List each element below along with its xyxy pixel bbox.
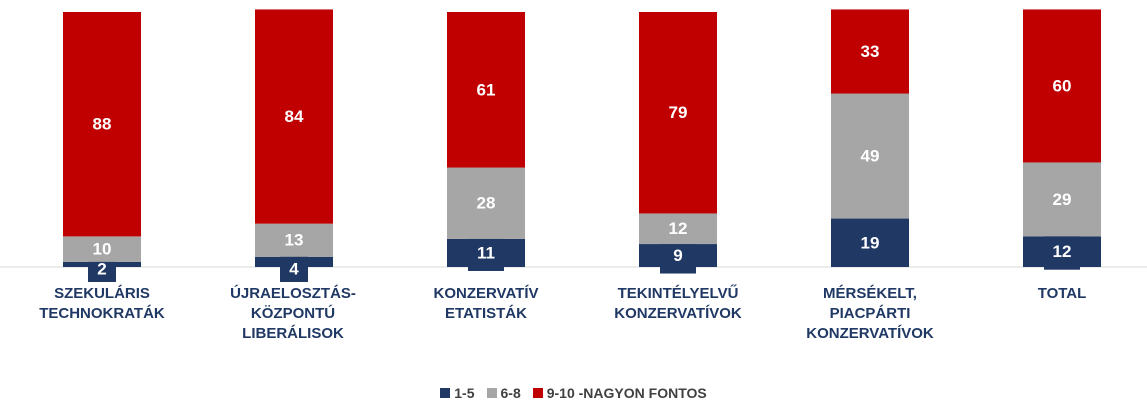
legend-item: 6-8	[486, 385, 521, 401]
value-label: 60	[1053, 76, 1072, 95]
label-box	[1044, 233, 1080, 270]
value-label: 12	[669, 219, 688, 238]
bar-segment	[255, 9, 333, 224]
legend-label: 6-8	[500, 385, 521, 401]
legend-label: 1-5	[454, 385, 475, 401]
x-tick-label: ÚJRAELOSZTÁS-KÖZPONTÚ LIBERÁLISOK	[230, 285, 356, 342]
x-tick-label: SZEKULÁRIS TECHNOKRATÁK	[39, 285, 165, 322]
value-label: 19	[861, 233, 880, 252]
bar-segment	[1023, 162, 1101, 237]
value-label: 49	[861, 147, 880, 166]
value-label: 61	[477, 80, 496, 99]
bar-segment	[255, 223, 333, 257]
value-label: 10	[93, 240, 112, 259]
value-label: 12	[1053, 242, 1072, 261]
bar-segment	[831, 9, 909, 94]
value-label: 33	[861, 42, 880, 61]
legend-label: 9-10 -NAGYON FONTOS	[546, 385, 707, 401]
bar-segment	[447, 12, 525, 168]
value-label: 9	[673, 246, 682, 265]
value-label: 88	[93, 115, 112, 134]
x-tick-label: TEKINTÉLYELVŰ KONZERVATÍVOK	[614, 285, 742, 322]
label-box	[468, 234, 504, 271]
legend-item: 1-5	[440, 385, 475, 401]
bar-segment	[63, 236, 141, 262]
legend: 1-5 6-8 9-10 -NAGYON FONTOS	[0, 385, 1147, 401]
value-label: 29	[1053, 190, 1072, 209]
bar-segment	[639, 12, 717, 214]
bar-segment	[447, 167, 525, 239]
bar-segment	[639, 213, 717, 245]
value-label: 11	[477, 243, 495, 262]
legend-item: 9-10 -NAGYON FONTOS	[532, 385, 707, 401]
x-tick-label: MÉRSÉKELT, PIACPÁRTI KONZERVATÍVOK	[806, 285, 934, 342]
bar-segment	[1023, 9, 1101, 163]
value-label: 2	[97, 259, 106, 278]
legend-swatch	[486, 388, 497, 398]
x-tick-label: TOTAL	[1037, 285, 1087, 302]
value-label: 84	[285, 107, 304, 126]
x-tick-label: KONZERVATÍV ETATISTÁK	[433, 285, 539, 322]
bar-segment	[63, 12, 141, 237]
value-label: 4	[289, 259, 299, 278]
value-label: 79	[669, 103, 688, 122]
bar-segment	[831, 93, 909, 219]
plot: 210 88 4 13 84 11 28 61 9 12 79 19 49 33 12 29 60	[0, 9, 1147, 282]
legend-swatch	[440, 388, 451, 398]
value-label: 13	[285, 231, 304, 250]
label-box	[280, 256, 308, 282]
label-box	[852, 224, 888, 261]
legend-swatch	[532, 388, 543, 398]
value-label: 28	[477, 194, 496, 213]
